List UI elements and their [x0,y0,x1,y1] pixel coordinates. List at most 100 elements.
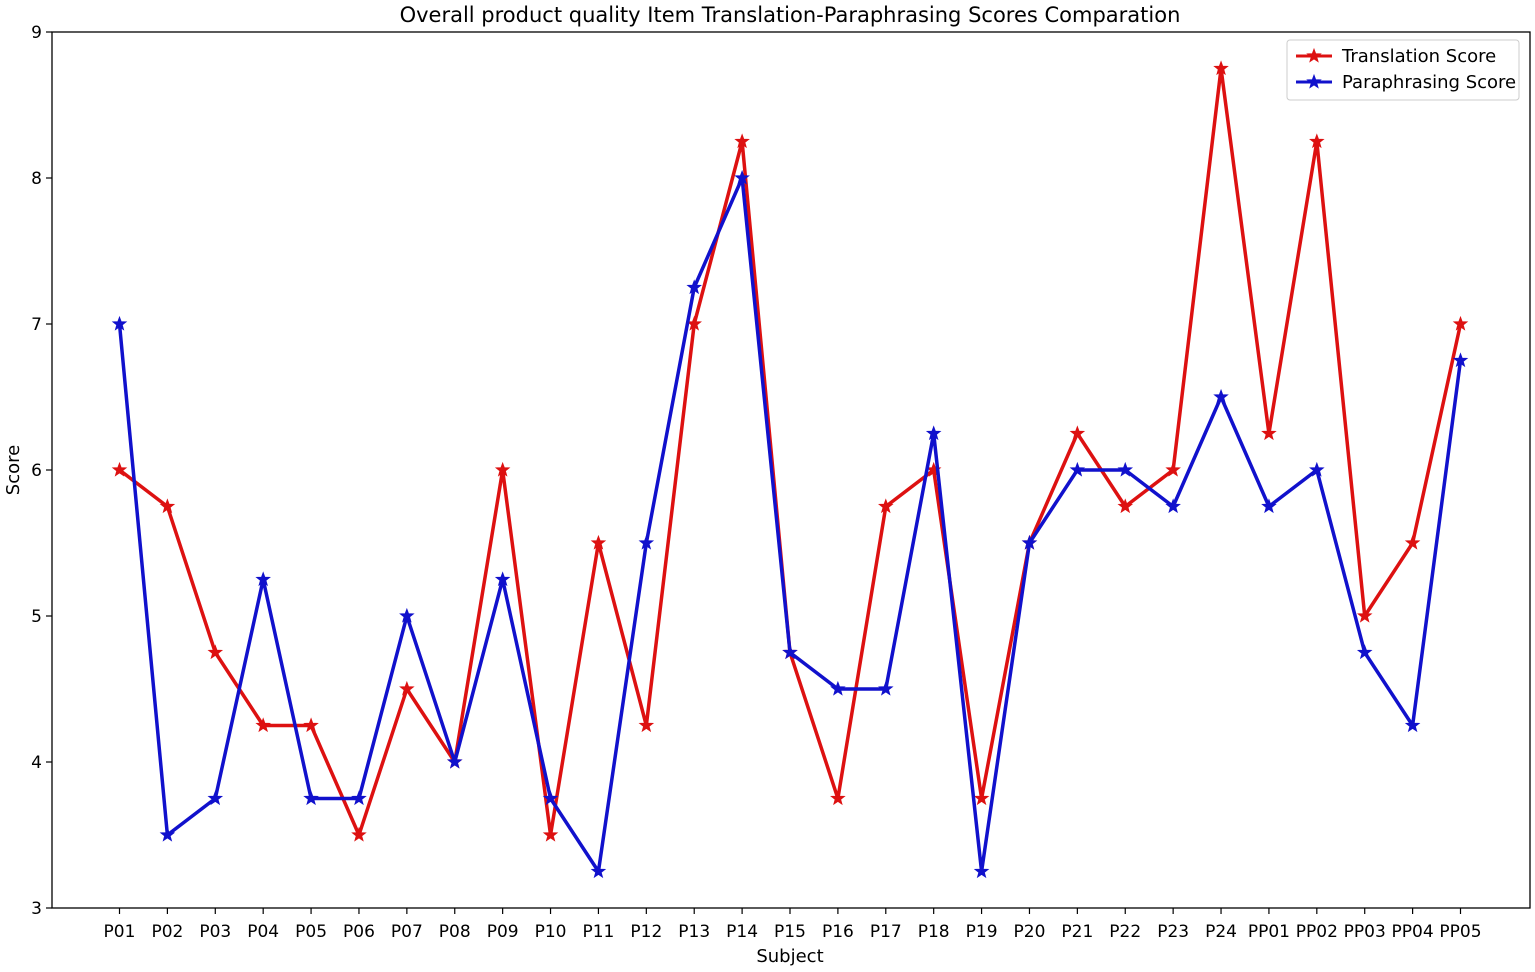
data-point-star [782,644,798,660]
data-point-star [1309,461,1325,477]
data-point-star [1117,461,1134,477]
x-tick-label: PP02 [1296,922,1338,942]
legend: Translation Score Paraphrasing Score [1286,39,1520,101]
data-point-star [255,717,271,733]
data-point-star [878,498,894,514]
data-point-star [303,790,319,806]
x-tick-label: P23 [1157,922,1189,942]
y-tick-label: 7 [31,315,42,335]
legend-frame [1286,39,1520,101]
data-point-star [494,571,511,587]
data-point-star [1404,534,1421,550]
data-point-star [1452,352,1469,368]
data-point-star [542,790,559,806]
series-0 [111,60,1469,842]
x-tick-label: P05 [295,922,327,942]
data-point-star [542,826,559,842]
series-layer [111,60,1469,879]
legend-marker-translation [1306,47,1322,63]
x-tick-label: P16 [822,922,854,942]
x-tick-label: P14 [726,922,758,942]
x-tick-label: PP01 [1248,922,1290,942]
x-axis: P01 P02 P03 P04 P05 P06 P07 P08 P09 P10 P11 P12 P13 P… [104,908,1482,942]
data-point-star [207,790,224,806]
data-point-star [734,133,750,149]
data-point-star [878,680,894,696]
y-axis-title: Score [3,445,24,495]
x-tick-label: P18 [918,922,950,942]
data-point-star [303,717,319,733]
data-point-star [1069,425,1086,441]
x-tick-label: P06 [343,922,375,942]
data-point-star [590,863,607,879]
x-tick-label: P10 [535,922,567,942]
y-tick-label: 4 [31,753,42,773]
x-tick-label: P21 [1061,922,1093,942]
legend-label-translation: Translation Score [1341,46,1496,67]
data-point-star [1165,498,1181,514]
data-point-star [399,680,415,696]
data-point-star [1213,388,1229,404]
data-point-star [1213,60,1229,76]
x-tick-label: P12 [630,922,662,942]
x-tick-label: P07 [391,922,423,942]
y-tick-label: 6 [31,461,42,481]
legend-star [1306,47,1322,63]
y-tick-label: 5 [31,607,42,627]
data-point-star [1452,315,1469,331]
y-tick-label: 8 [31,169,42,189]
data-point-star [446,753,463,769]
x-tick-label: P17 [870,922,902,942]
x-tick-label: P22 [1109,922,1141,942]
data-point-star [1117,498,1134,514]
x-tick-label: P03 [199,922,231,942]
x-tick-label: P01 [104,922,136,942]
series-line [118,66,1463,837]
data-point-star [1261,498,1277,514]
x-tick-label: P09 [487,922,519,942]
data-point-star [638,717,655,733]
data-point-star [1404,717,1421,733]
x-tick-label: PP03 [1344,922,1386,942]
data-point-star [1356,607,1373,623]
x-tick-label: PP05 [1439,922,1481,942]
data-point-star [159,826,176,842]
data-point-star [734,169,750,185]
x-axis-title: Subject [756,946,823,967]
data-point-star [1165,461,1181,477]
x-tick-label: P24 [1205,922,1237,942]
data-point-star [159,498,176,514]
data-point-star [686,279,702,295]
data-point-star [1356,644,1373,660]
x-tick-label: P13 [678,922,710,942]
legend-marker-paraphrasing [1306,73,1322,89]
legend-star [1306,73,1322,89]
data-point-star [830,790,846,806]
data-point-star [1069,461,1086,477]
plot-area-frame [51,31,1531,909]
data-point-star [973,790,990,806]
data-point-star [830,680,846,696]
x-tick-label: P20 [1014,922,1046,942]
data-point-star [638,534,655,550]
data-point-star [351,790,367,806]
data-point-star [973,863,990,879]
y-tick-label: 3 [31,899,42,919]
data-point-star [111,315,128,331]
data-point-star [207,644,224,660]
y-tick-label: 9 [31,23,42,43]
legend-label-paraphrasing: Paraphrasing Score [1342,72,1516,93]
data-point-star [399,607,415,623]
data-point-star [1021,534,1038,550]
x-tick-label: P19 [966,922,998,942]
data-point-star [1309,133,1325,149]
x-tick-label: P15 [774,922,806,942]
data-point-star [255,571,271,587]
x-tick-label: P08 [439,922,471,942]
y-axis: 3 4 5 6 7 8 9 [31,23,52,919]
x-tick-label: P04 [247,922,279,942]
data-point-star [494,461,511,477]
data-point-star [590,534,607,550]
